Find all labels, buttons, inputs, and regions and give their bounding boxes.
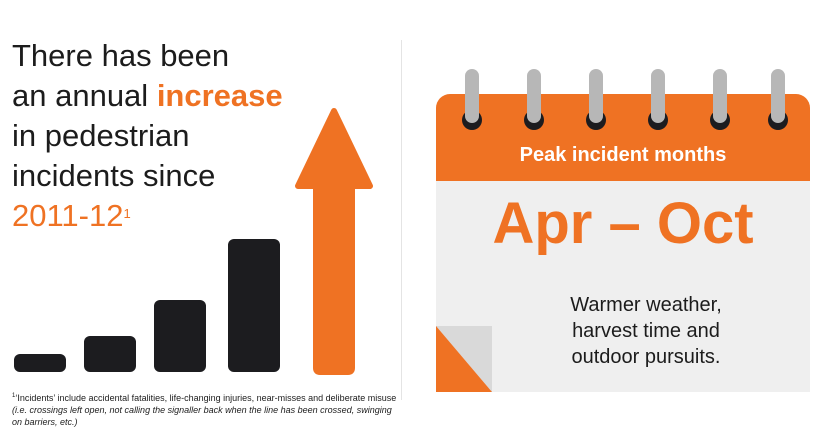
- binding-ring: [589, 69, 603, 123]
- binding-ring: [527, 69, 541, 123]
- divider: [401, 40, 402, 400]
- calendar-description: Warmer weather, harvest time and outdoor…: [496, 292, 796, 370]
- peak-months: Apr – Oct: [492, 191, 754, 256]
- footnote-mark: 1: [12, 393, 16, 399]
- footnote-text: ‘Incidents’ include accidental fatalitie…: [15, 393, 397, 403]
- calendar-icon: Peak incident months Apr – Oct Warmer we…: [436, 69, 810, 392]
- bar-3: [154, 300, 206, 372]
- description-line-2: harvest time and: [572, 320, 720, 342]
- footnote: 1‘Incidents’ include accidental fataliti…: [12, 390, 402, 428]
- binding-ring: [771, 69, 785, 123]
- page-curl-icon: [436, 326, 492, 392]
- headline-year-text: 2011-12: [12, 198, 124, 233]
- binding-ring: [713, 69, 727, 123]
- bar-4: [228, 239, 280, 372]
- bar-1: [14, 354, 66, 372]
- headline: There has been an annual increase in ped…: [12, 36, 312, 236]
- footnote-italic: (i.e. crossings left open, not calling t…: [12, 405, 392, 427]
- headline-line-1: There has been: [12, 38, 230, 73]
- binding-ring: [651, 69, 665, 123]
- binding-ring: [465, 69, 479, 123]
- headline-accent-word: increase: [156, 78, 283, 113]
- headline-line-2-prefix: an annual: [12, 78, 157, 113]
- description-line-1: Warmer weather,: [570, 294, 722, 316]
- headline-line-3: in pedestrian: [12, 118, 190, 153]
- headline-line-4: incidents since: [12, 158, 216, 193]
- calendar-header: [436, 94, 810, 181]
- headline-line-2: an annual increase: [12, 76, 312, 116]
- calendar-body: [436, 181, 810, 392]
- calendar-title: Peak incident months: [519, 144, 727, 166]
- headline-year: 2011-121: [12, 196, 312, 236]
- headline-year-footnote-mark: 1: [123, 206, 131, 221]
- description-line-3: outdoor pursuits.: [571, 346, 721, 368]
- bar-2: [84, 336, 136, 372]
